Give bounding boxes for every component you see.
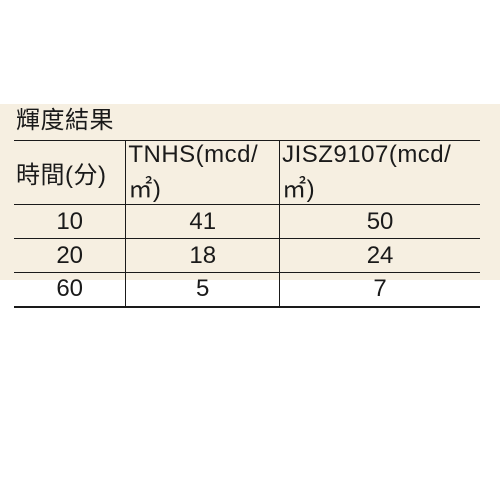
cell-jis: 24 xyxy=(280,239,480,273)
table-row: 60 5 7 xyxy=(14,273,480,307)
table-title: 輝度結果 xyxy=(16,104,480,138)
cell-jis: 50 xyxy=(280,205,480,239)
cell-time: 60 xyxy=(14,273,126,307)
table-header-row: 時間(分) TNHS(mcd/㎡) JISZ9107(mcd/㎡) xyxy=(14,141,480,205)
col-header-jis: JISZ9107(mcd/㎡) xyxy=(280,141,480,205)
page: 輝度結果 時間(分) TNHS(mcd/㎡) JISZ9107(mcd/㎡) 1… xyxy=(0,0,500,500)
luminance-panel: 輝度結果 時間(分) TNHS(mcd/㎡) JISZ9107(mcd/㎡) 1… xyxy=(0,104,500,280)
table-row: 20 18 24 xyxy=(14,239,480,273)
cell-tnhs: 18 xyxy=(126,239,280,273)
col-header-tnhs: TNHS(mcd/㎡) xyxy=(126,141,280,205)
cell-time: 20 xyxy=(14,239,126,273)
cell-tnhs: 41 xyxy=(126,205,280,239)
cell-time: 10 xyxy=(14,205,126,239)
luminance-table: 時間(分) TNHS(mcd/㎡) JISZ9107(mcd/㎡) 10 41 … xyxy=(14,140,480,308)
cell-jis: 7 xyxy=(280,273,480,307)
table-row: 10 41 50 xyxy=(14,205,480,239)
col-header-time: 時間(分) xyxy=(14,141,126,205)
cell-tnhs: 5 xyxy=(126,273,280,307)
